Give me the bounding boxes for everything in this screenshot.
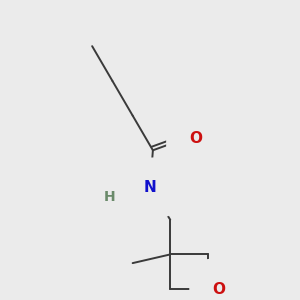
Text: O: O: [189, 131, 202, 146]
Text: H: H: [104, 190, 115, 204]
Text: O: O: [212, 282, 225, 297]
Text: N: N: [144, 180, 156, 195]
